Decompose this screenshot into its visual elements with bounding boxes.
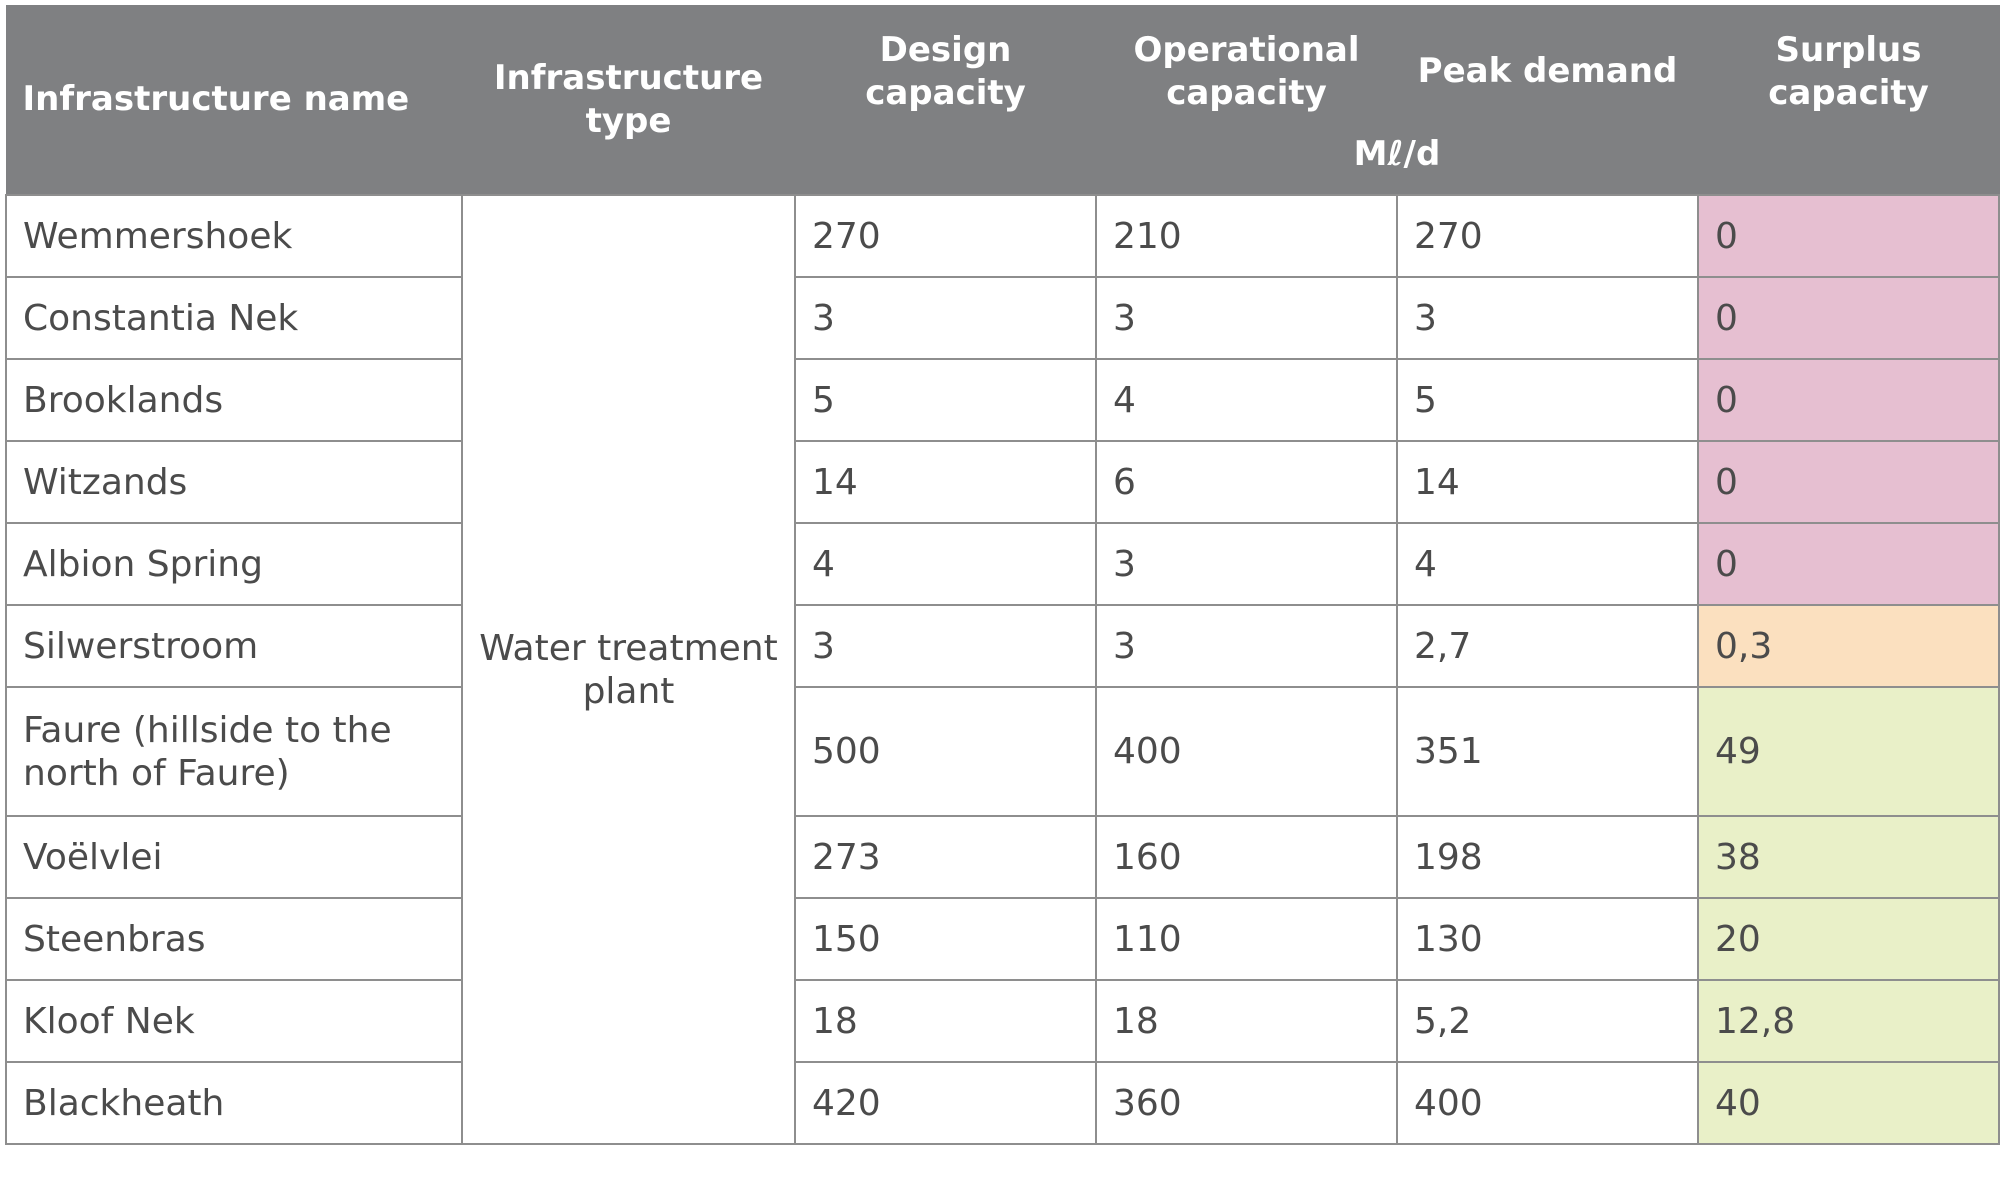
cell-surplus-capacity: 0 [1697, 522, 2000, 606]
table-body: Wemmershoek Water treatment plant 270 210 27… [5, 194, 2000, 1145]
header-operational-capacity: Operational capacity [1095, 5, 1398, 133]
cell-operational-capacity: 210 [1095, 194, 1398, 278]
cell-design-capacity: 500 [794, 686, 1097, 817]
cell-infrastructure-name: Faure (hillside to the north of Faure) [5, 686, 463, 817]
cell-surplus-capacity: 12,8 [1697, 979, 2000, 1063]
cell-operational-capacity: 3 [1095, 276, 1398, 360]
cell-operational-capacity: 6 [1095, 440, 1398, 524]
cell-infrastructure-name: Albion Spring [5, 522, 463, 606]
cell-surplus-capacity: 0 [1697, 194, 2000, 278]
header-design-capacity-label: Design capacity [865, 30, 1026, 113]
cell-design-capacity: 5 [794, 358, 1097, 442]
cell-design-capacity: 3 [794, 604, 1097, 688]
table-row: Brooklands 5 4 5 0 [5, 358, 2000, 442]
table-header: Infrastructure name Infrastructure type … [5, 5, 2000, 195]
cell-peak-demand: 2,7 [1396, 604, 1699, 688]
cell-design-capacity: 420 [794, 1061, 1097, 1145]
cell-infrastructure-name: Steenbras [5, 897, 463, 981]
cell-surplus-capacity: 20 [1697, 897, 2000, 981]
table-row: Faure (hillside to the north of Faure) 50… [5, 686, 2000, 817]
table-row: Witzands 14 6 14 0 [5, 440, 2000, 524]
cell-operational-capacity: 18 [1095, 979, 1398, 1063]
header-infrastructure-name: Infrastructure name [5, 5, 463, 195]
cell-design-capacity: 150 [794, 897, 1097, 981]
table-row: Voëlvlei 273 160 198 38 [5, 815, 2000, 899]
cell-peak-demand: 4 [1396, 522, 1699, 606]
cell-infrastructure-type: Water treatment plant [461, 194, 796, 1145]
header-surplus-capacity-label: Surplus capacity [1768, 30, 1929, 113]
header-peak-demand: Peak demand [1396, 5, 1699, 133]
header-infrastructure-type: Infrastructure type [461, 5, 796, 195]
cell-peak-demand: 5,2 [1396, 979, 1699, 1063]
cell-surplus-capacity: 49 [1697, 686, 2000, 817]
cell-surplus-capacity: 0 [1697, 440, 2000, 524]
cell-surplus-capacity: 0 [1697, 276, 2000, 360]
header-unit-row: Mℓ/d [6, 133, 2000, 195]
cell-peak-demand: 400 [1396, 1061, 1699, 1145]
cell-operational-capacity: 360 [1095, 1061, 1398, 1145]
table-row: Albion Spring 4 3 4 0 [5, 522, 2000, 606]
cell-peak-demand: 14 [1396, 440, 1699, 524]
cell-surplus-capacity: 40 [1697, 1061, 2000, 1145]
cell-operational-capacity: 110 [1095, 897, 1398, 981]
cell-design-capacity: 14 [794, 440, 1097, 524]
cell-operational-capacity: 160 [1095, 815, 1398, 899]
cell-infrastructure-name: Witzands [5, 440, 463, 524]
cell-infrastructure-name: Constantia Nek [5, 276, 463, 360]
cell-operational-capacity: 400 [1095, 686, 1398, 817]
table-row: Blackheath 420 360 400 40 [5, 1061, 2000, 1145]
table-row: Silwerstroom 3 3 2,7 0,3 [5, 604, 2000, 688]
cell-design-capacity: 18 [794, 979, 1097, 1063]
cell-infrastructure-name: Voëlvlei [5, 815, 463, 899]
cell-surplus-capacity: 0,3 [1697, 604, 2000, 688]
header-operational-capacity-label: Operational capacity [1133, 30, 1360, 113]
cell-surplus-capacity: 38 [1697, 815, 2000, 899]
header-design-capacity: Design capacity [794, 5, 1097, 133]
table-row: Wemmershoek Water treatment plant 270 210 27… [5, 194, 2000, 1145]
cell-infrastructure-name: Brooklands [5, 358, 463, 442]
cell-infrastructure-name: Wemmershoek [5, 194, 463, 278]
cell-peak-demand: 130 [1396, 897, 1699, 981]
cell-infrastructure-name: Blackheath [5, 1061, 463, 1145]
header-surplus-capacity: Surplus capacity [1697, 5, 2000, 133]
cell-design-capacity: 273 [794, 815, 1097, 899]
cell-design-capacity: 3 [794, 276, 1097, 360]
cell-design-capacity: 4 [794, 522, 1097, 606]
header-unit-label: Mℓ/d [794, 133, 2000, 195]
table-row: Constantia Nek 3 3 3 0 [5, 276, 2000, 360]
cell-peak-demand: 198 [1396, 815, 1699, 899]
cell-infrastructure-name: Silwerstroom [5, 604, 463, 688]
cell-surplus-capacity: 0 [1697, 358, 2000, 442]
cell-design-capacity: 270 [794, 194, 1097, 278]
cell-operational-capacity: 3 [1095, 522, 1398, 606]
cell-peak-demand: 270 [1396, 194, 1699, 278]
cell-peak-demand: 5 [1396, 358, 1699, 442]
cell-operational-capacity: 4 [1095, 358, 1398, 442]
table-row: Kloof Nek 18 18 5,2 12,8 [5, 979, 2000, 1063]
header-peak-demand-label: Peak demand [1417, 51, 1678, 91]
cell-operational-capacity: 3 [1095, 604, 1398, 688]
table-row: Steenbras 150 110 130 20 [5, 897, 2000, 981]
cell-infrastructure-name: Kloof Nek [5, 979, 463, 1063]
infrastructure-capacity-table: Infrastructure name Infrastructure type … [5, 5, 2000, 1145]
cell-peak-demand: 351 [1396, 686, 1699, 817]
cell-peak-demand: 3 [1396, 276, 1699, 360]
